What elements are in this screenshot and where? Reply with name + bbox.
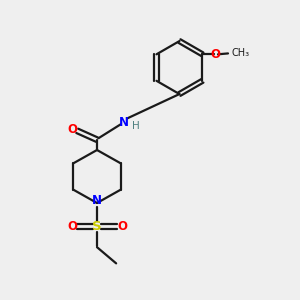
Text: H: H [132, 122, 140, 131]
Text: O: O [67, 123, 77, 136]
Text: O: O [211, 48, 220, 61]
Text: N: N [118, 116, 128, 128]
Text: O: O [67, 220, 77, 233]
Text: O: O [117, 220, 127, 233]
Text: CH₃: CH₃ [232, 48, 250, 58]
Text: S: S [92, 220, 102, 233]
Text: N: N [92, 194, 102, 207]
